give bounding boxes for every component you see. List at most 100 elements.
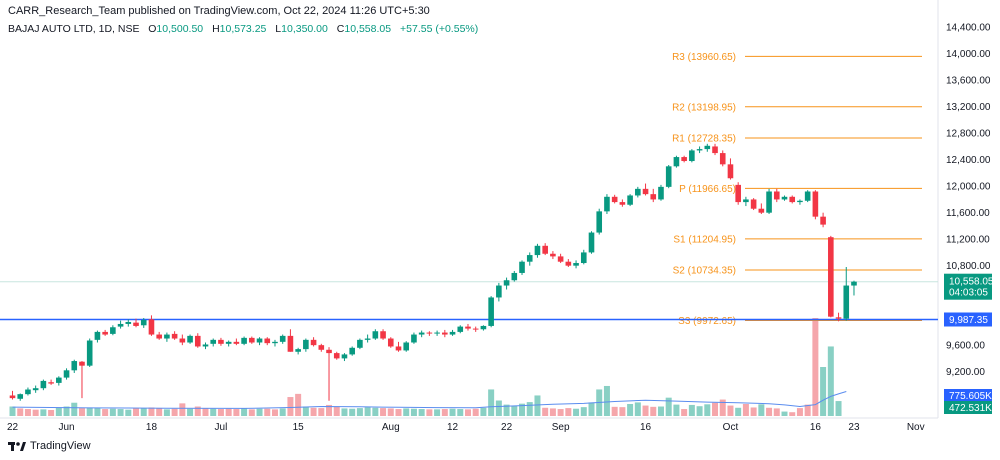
candle-body — [25, 389, 31, 395]
candle-body — [156, 334, 162, 339]
volume-bar — [403, 408, 410, 416]
countdown-label: 04:03:05 — [949, 288, 988, 299]
candle-body — [442, 332, 448, 335]
candle-body — [519, 261, 525, 273]
candle-body — [372, 331, 379, 339]
volume-bar — [611, 406, 618, 416]
volume-bar — [449, 408, 456, 416]
candle-body — [743, 199, 749, 203]
candle-body — [488, 297, 494, 326]
candle-body — [194, 335, 201, 347]
candle-body — [341, 354, 348, 359]
volume-bar — [133, 408, 140, 416]
candle-body — [187, 335, 193, 343]
volume-bar — [642, 405, 649, 416]
volume-bar — [472, 408, 479, 416]
volume-bar — [302, 406, 309, 416]
volume-bar — [271, 409, 278, 416]
candle-body — [511, 272, 518, 281]
volume-bar — [109, 408, 116, 416]
candle-body — [773, 191, 780, 200]
candle-body — [665, 166, 672, 187]
volume-bar — [827, 346, 834, 416]
volume-bar — [410, 408, 417, 416]
candle-body — [542, 245, 548, 254]
candle-body — [86, 340, 93, 366]
candle-body — [580, 252, 587, 264]
y-tick-label: 12,000.00 — [946, 182, 991, 193]
volume-bar — [573, 408, 580, 416]
volume-bar — [295, 393, 302, 416]
x-tick-label: Jul — [215, 422, 228, 433]
volume-bar — [657, 406, 664, 416]
volume-bar — [287, 397, 294, 416]
x-tick-label: 16 — [640, 422, 652, 433]
candle-body — [650, 194, 657, 200]
candle-body — [218, 339, 224, 344]
candle-body — [565, 261, 572, 266]
volume-bar — [217, 409, 224, 416]
candle-body — [465, 326, 471, 329]
y-tick-label: 11,200.00 — [946, 235, 990, 246]
volume-bar — [310, 407, 317, 416]
candle-body — [797, 200, 803, 203]
volume-bar — [796, 408, 803, 416]
y-tick-label: 14,400.00 — [946, 23, 991, 34]
volume-bar — [94, 408, 101, 416]
candle-body — [812, 191, 819, 217]
volume-bar — [148, 407, 155, 416]
volume-bar — [773, 408, 780, 416]
candle-body — [658, 186, 664, 200]
tradingview-logo-icon — [8, 442, 26, 451]
volume-bar — [681, 409, 688, 416]
x-tick-label: 22 — [7, 422, 19, 433]
last-price-badge — [944, 273, 992, 300]
volume-bar — [163, 409, 170, 416]
candle-body — [449, 331, 456, 335]
candle-body — [125, 321, 132, 324]
candle-body — [704, 145, 711, 150]
candle-body — [526, 255, 533, 262]
candle-body — [719, 153, 726, 165]
volume-bar — [580, 407, 587, 416]
volume-bar — [17, 408, 24, 416]
candle-body — [295, 349, 301, 352]
last-price-label: 10,558.05 — [949, 277, 994, 288]
candle-body — [349, 347, 355, 355]
volume-bar — [812, 318, 819, 416]
candle-body — [210, 339, 217, 344]
x-tick-label: Jun — [58, 422, 74, 433]
volume-bar — [102, 409, 109, 416]
y-tick-label: 13,200.00 — [946, 102, 991, 113]
x-tick-label: 12 — [447, 422, 459, 433]
volume-bar — [534, 395, 541, 416]
x-tick-label: 15 — [293, 422, 305, 433]
candle-body — [272, 341, 278, 344]
x-tick-label: Oct — [723, 422, 739, 433]
candle-body — [179, 338, 186, 343]
volume-bar — [356, 408, 363, 416]
candle-body — [71, 361, 78, 371]
volume-bar — [63, 406, 70, 416]
candle-body — [102, 331, 108, 335]
volume-bar — [194, 406, 201, 416]
volume-bar — [117, 409, 124, 416]
volume-bar — [495, 400, 502, 416]
candle-body — [326, 349, 332, 354]
candle-body — [79, 361, 85, 366]
volume-bar — [387, 408, 394, 416]
volume-bar — [9, 406, 16, 416]
candle-body — [357, 339, 363, 348]
volume-bar — [349, 408, 356, 416]
volume-bar — [24, 409, 31, 416]
volume-bar — [835, 401, 842, 416]
pivot-label: R2 (13198.95) — [672, 102, 736, 113]
candle-body — [611, 196, 618, 203]
candle-body — [557, 256, 564, 262]
candle-body — [333, 353, 340, 359]
change-value: +57.55 (+0.55%) — [400, 23, 479, 35]
volume-bar — [712, 402, 719, 416]
volume-bar — [78, 408, 85, 416]
candle-body — [534, 245, 541, 256]
